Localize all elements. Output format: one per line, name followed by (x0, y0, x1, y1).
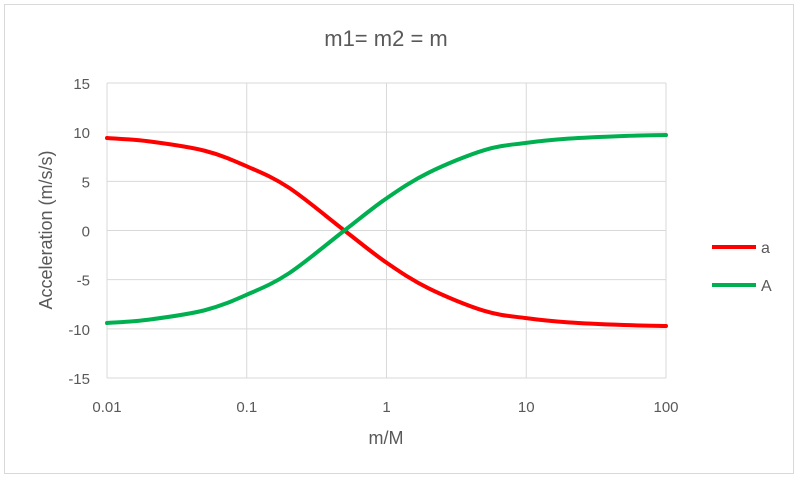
y-tick-label: 5 (82, 174, 90, 191)
tick-labels: 15 10 5 0 -5 -10 -150.01 0.1 1 10 100 (68, 76, 678, 416)
legend-label-A: A (761, 278, 772, 295)
x-tick-label: 0.1 (236, 399, 257, 416)
x-tick-label: 10 (518, 399, 535, 416)
series-line-a (105, 135, 668, 328)
y-tick-label: 15 (73, 76, 90, 93)
chart-title: m1= m2 = m (324, 26, 447, 51)
y-tick-label: -15 (68, 371, 90, 388)
series-line-A (105, 133, 668, 326)
y-axis-title: Acceleration (m/s/s) (36, 150, 56, 309)
chart-frame (4, 4, 794, 474)
x-tick-label: 1 (382, 399, 390, 416)
y-tick-label: -5 (77, 273, 90, 290)
x-tick-label: 0.01 (92, 399, 121, 416)
y-tick-label: -10 (68, 322, 90, 339)
gridlines (106, 82, 667, 379)
x-axis-title: m/M (369, 428, 404, 448)
legend: aA (712, 240, 772, 295)
series-lines (105, 133, 668, 328)
legend-label-a: a (761, 240, 770, 257)
y-tick-label: 0 (82, 224, 90, 241)
x-tick-label: 100 (653, 399, 678, 416)
y-tick-label: 10 (73, 125, 90, 142)
